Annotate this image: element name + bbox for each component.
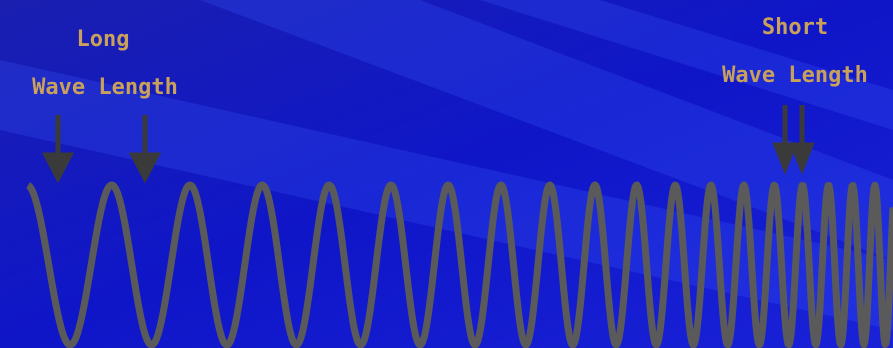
long-label: Long <box>77 27 130 52</box>
short-label: Short <box>762 15 828 40</box>
wavelength-diagram: Long Wave Length Short Wave Length <box>0 0 893 348</box>
long-label: Wave Length <box>32 75 178 100</box>
short-label: Wave Length <box>722 63 868 88</box>
